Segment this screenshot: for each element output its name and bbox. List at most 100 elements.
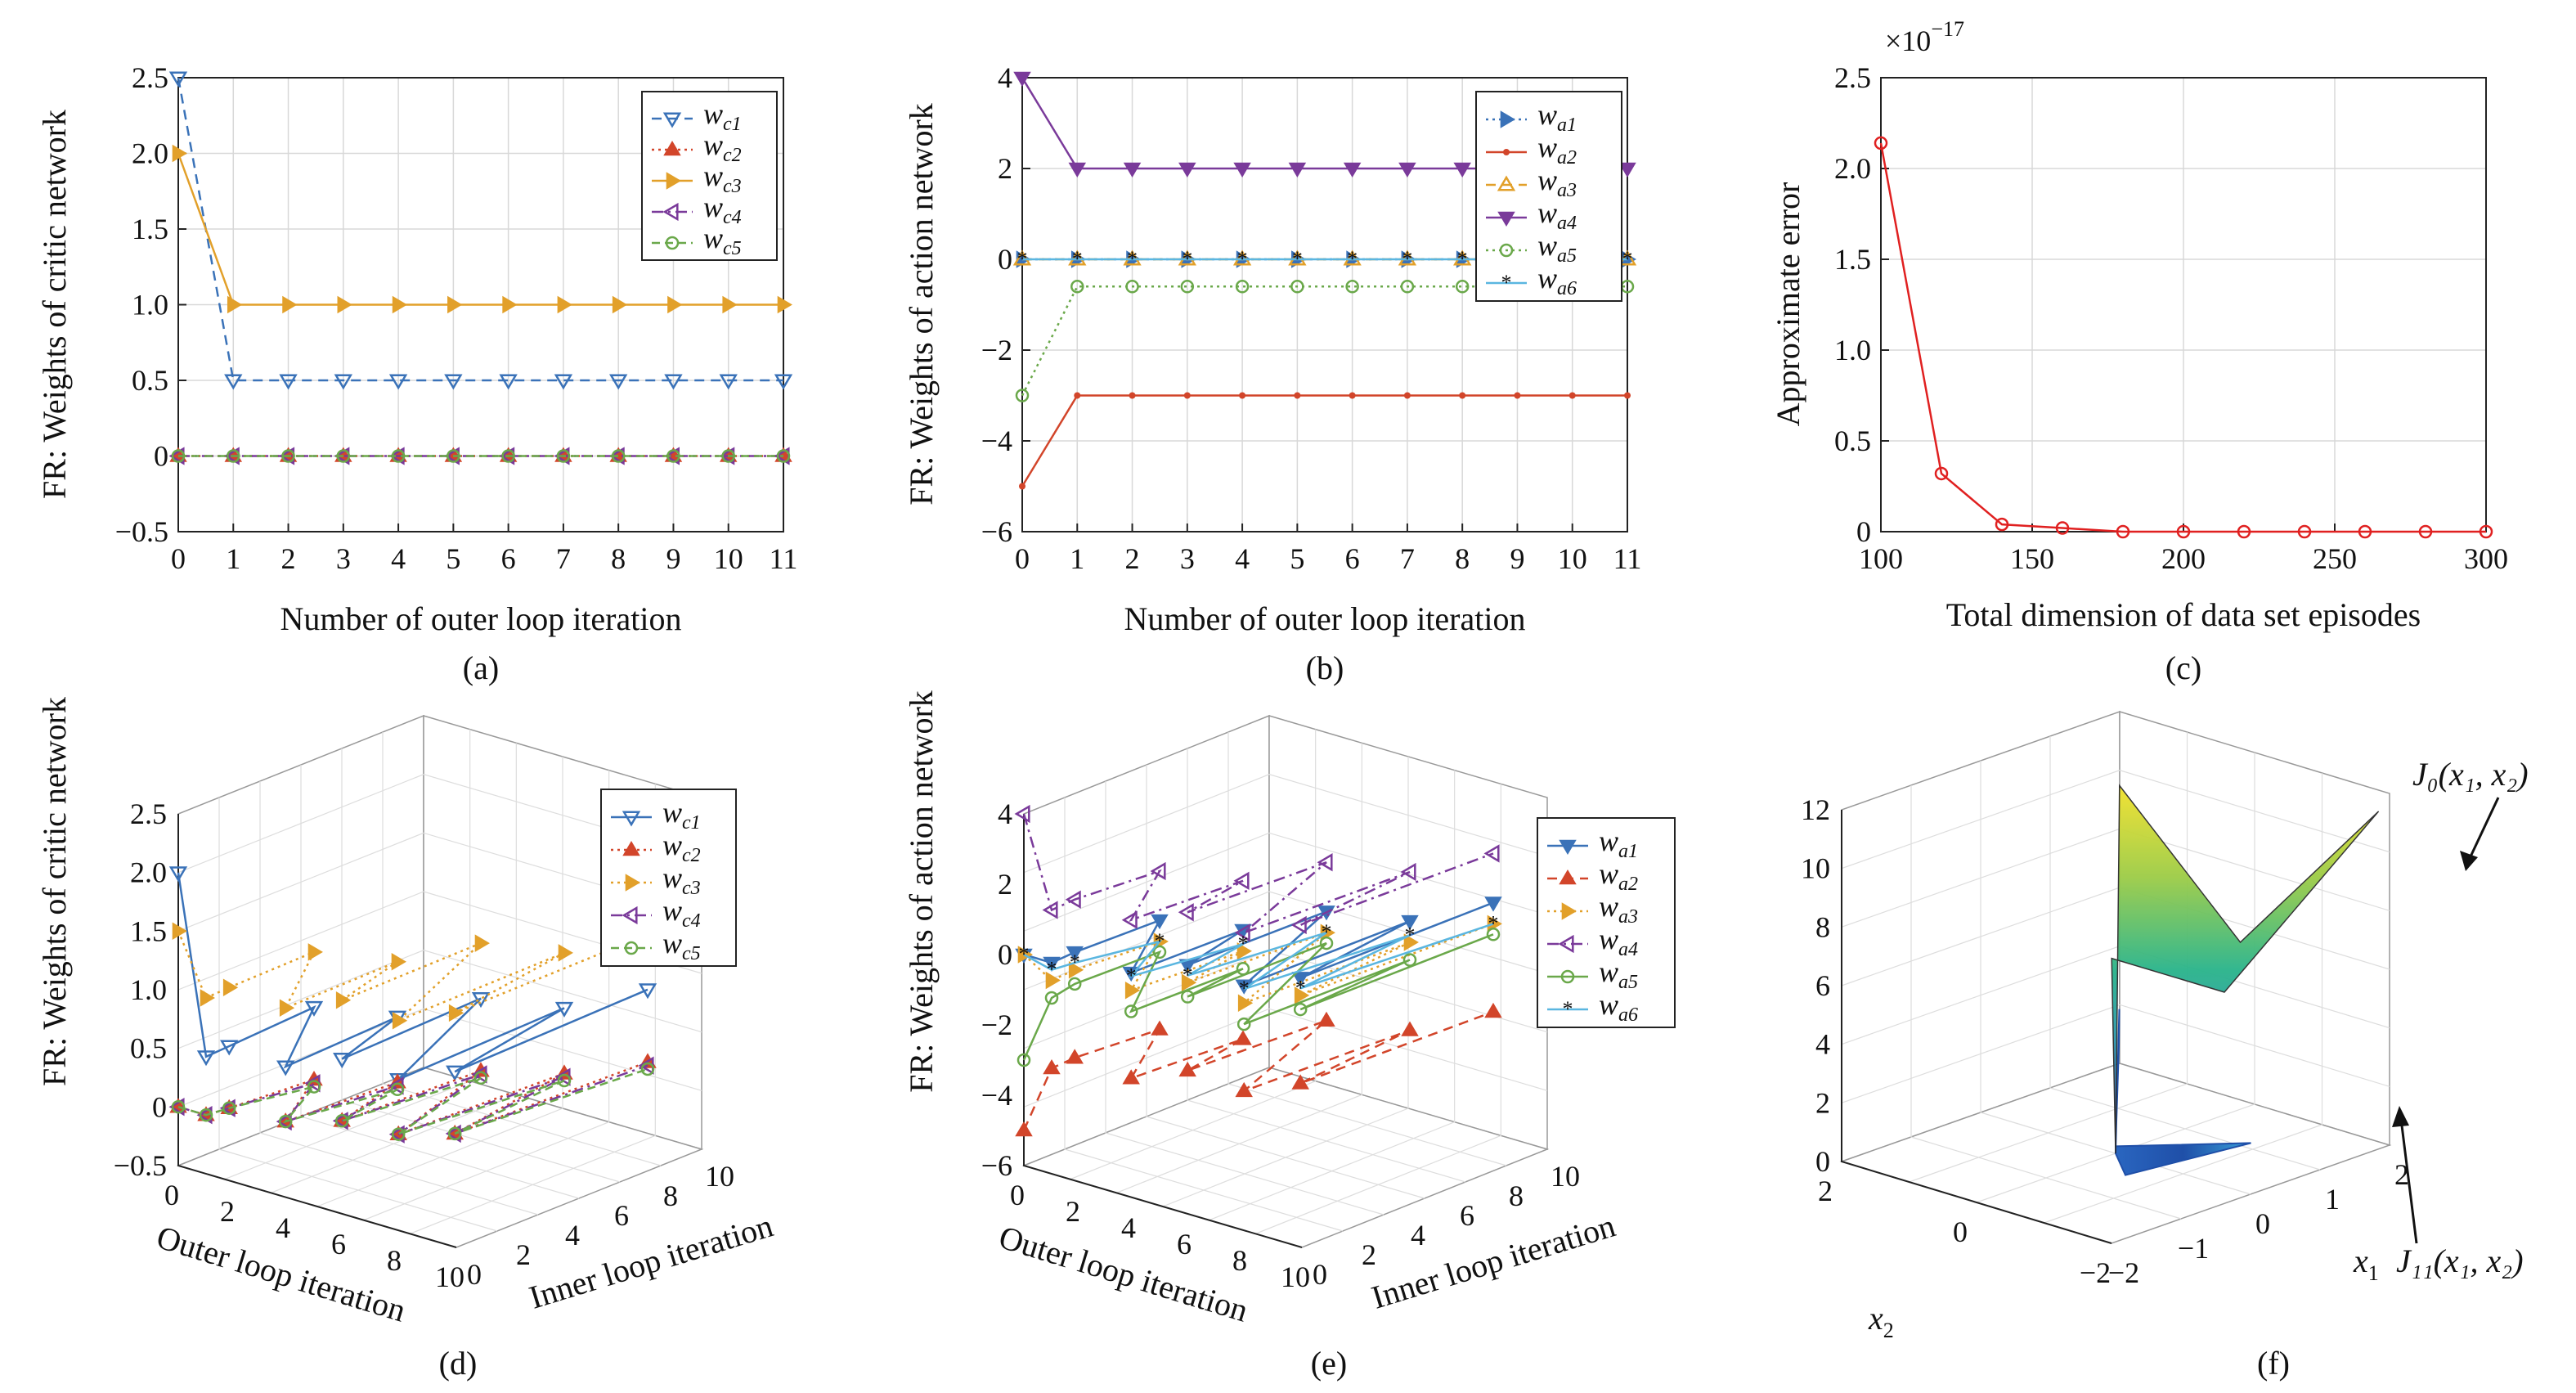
d-trace-point-2 [474, 934, 490, 952]
e-trace-point-3 [1150, 861, 1166, 881]
b-legend-sub: a5 [1557, 245, 1577, 267]
e-trace-point-1 [1066, 1049, 1084, 1064]
b-point-a4 [1398, 162, 1416, 177]
d-legend-marker [622, 811, 641, 827]
e-trace-point-5: * [1183, 964, 1193, 987]
b-point-a4 [1233, 162, 1251, 177]
d-legend-marker [624, 941, 639, 955]
e-grid-u [1209, 770, 1456, 1221]
b-legend-name: w [1537, 229, 1557, 262]
b-point-a2 [1568, 392, 1576, 399]
e-x-ticks: 0 2 4 6 8 10 [1010, 1179, 1310, 1293]
a-y-tick-label: 2.5 [132, 61, 168, 94]
a-x-ticks: 0 1 2 3 4 5 6 7 8 9 10 11 [171, 542, 797, 575]
b-legend-sub: a3 [1557, 180, 1577, 201]
a-x-tick-label: 6 [501, 542, 516, 575]
e-grid-v [1187, 748, 1466, 1183]
b-point-a4 [1453, 162, 1471, 177]
a-legend-sub: c4 [723, 207, 742, 228]
e-legend-marker: * [1563, 997, 1573, 1021]
b-point-a3 [1232, 249, 1252, 266]
d-legend-sub: c2 [682, 845, 701, 866]
a-x-tick-label: 11 [770, 542, 798, 575]
a-x-tick-label: 9 [666, 542, 680, 575]
d-trace-point-0 [196, 1050, 216, 1067]
a-point-c5 [391, 449, 406, 463]
d-trace-point-0 [276, 1060, 295, 1076]
e-trace-point-5: * [1295, 976, 1306, 1000]
d-trace-point-2 [279, 999, 295, 1017]
d-trace-point-0 [471, 992, 491, 1009]
e-legend-sub: a6 [1618, 1004, 1638, 1026]
e-legend-entry: wa3 [1599, 890, 1638, 928]
b-point-a3 [1288, 249, 1307, 266]
e-trace-point-5: * [1239, 977, 1250, 1000]
a-x-label: Number of outer loop iteration [280, 600, 682, 637]
c-point-0 [2358, 524, 2372, 539]
d-y-tick-label: 2 [516, 1238, 531, 1271]
b-point-a4 [1288, 162, 1307, 177]
d-trace-point-4 [447, 1126, 462, 1141]
e-x-tick-label: 0 [1010, 1179, 1025, 1211]
e-trace-point-2 [1068, 960, 1084, 979]
b-y-tick-label: 0 [998, 243, 1012, 276]
d-y-tick-label: 10 [705, 1160, 734, 1193]
b-legend-marker [1497, 175, 1516, 191]
c-y-tick-label: 1.5 [1834, 243, 1871, 276]
e-x2-label: Inner loop iteration [1367, 1207, 1619, 1315]
f-x2-tick-label: 0 [1953, 1216, 1968, 1248]
a-point-c1 [388, 374, 408, 390]
e-caption: (e) [1311, 1345, 1347, 1382]
a-point-c5 [171, 449, 186, 463]
f-z-tick-label: 10 [1801, 852, 1830, 885]
f-grid-u [1976, 753, 2255, 1203]
d-trace-point-2 [392, 1012, 408, 1030]
f-z-tick-label: 6 [1815, 969, 1830, 1002]
a-legend-marker [663, 141, 681, 156]
a-legend-box [641, 91, 778, 261]
e-3d-box [1021, 714, 1550, 1248]
a-point-c5 [447, 449, 460, 463]
e-y-ticks: 0 2 4 6 8 10 [1313, 1160, 1580, 1291]
a-point-c5 [227, 449, 240, 463]
f-grid-z [1841, 770, 2390, 870]
a-point-c3 [667, 295, 683, 314]
b-point-a4 [1178, 162, 1196, 177]
a-point-c5 [666, 449, 680, 463]
d-trace-point-4 [557, 1073, 572, 1088]
e-trace-point-2 [1320, 923, 1335, 941]
d-x-tick-label: 2 [220, 1195, 235, 1228]
e-trace-point-4 [1402, 953, 1417, 967]
b-x-tick-label: 6 [1345, 542, 1360, 575]
d-caption: (d) [439, 1345, 478, 1382]
d-x-ticks: 0 2 4 6 8 10 [164, 1179, 464, 1293]
e-legend-sub: a1 [1618, 841, 1638, 862]
a-point-c5 [336, 449, 351, 463]
d-y-tick-label: 4 [565, 1219, 580, 1251]
b-x-ticks: 0 1 2 3 4 5 6 7 8 9 10 11 [1015, 542, 1641, 575]
d-trace-point-0 [554, 1001, 574, 1018]
f-surface-j0 [2111, 784, 2380, 1154]
c-y-tick-label: 2.0 [1834, 152, 1871, 185]
b-point-a2 [1074, 392, 1081, 399]
b-point-a6: * [1182, 247, 1192, 271]
d-trace-point-2 [448, 1004, 464, 1022]
c-x-tick-label: 150 [2010, 542, 2054, 575]
f-arrow-top-head [2460, 851, 2478, 871]
b-x-tick-label: 9 [1510, 542, 1524, 575]
e-z-tick-label: 0 [998, 938, 1012, 971]
f-x2-tick-label: −2 [2080, 1256, 2111, 1289]
b-legend-sub: a4 [1557, 213, 1577, 234]
e-z-tick-label: −6 [981, 1149, 1012, 1182]
a-legend-name: w [703, 160, 723, 192]
b-x-tick-label: 10 [1558, 542, 1587, 575]
b-point-a5 [1070, 280, 1084, 294]
a-x-tick-label: 4 [391, 542, 406, 575]
e-grid-z [1023, 774, 1548, 874]
a-point-c3 [172, 144, 187, 163]
d-trace-point-4 [171, 1099, 186, 1114]
a-y-tick-label: 1.0 [132, 289, 168, 321]
a-legend-marker [666, 172, 681, 190]
